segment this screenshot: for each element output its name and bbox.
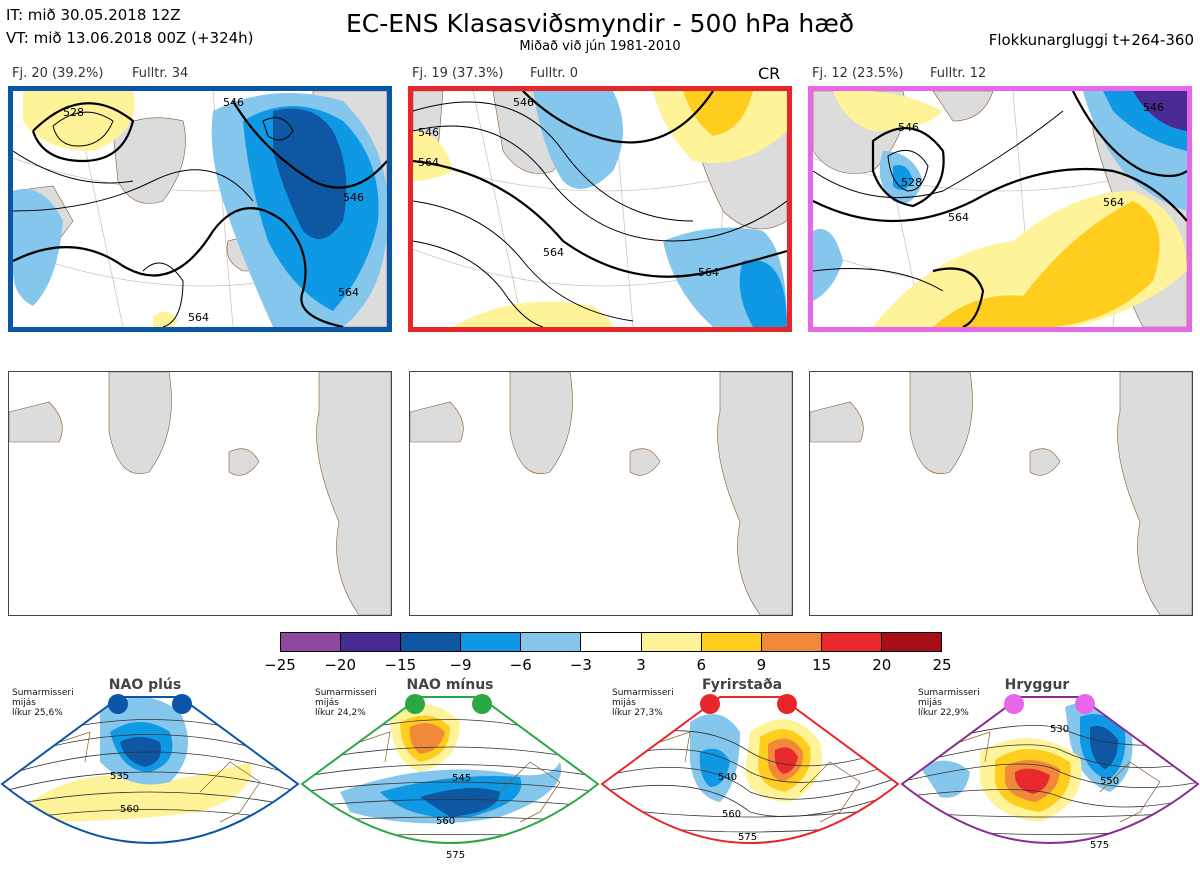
regime-dot xyxy=(108,694,128,714)
colorbar-swatch xyxy=(281,633,342,651)
cluster-3-rep: Fulltr. 12 xyxy=(930,66,987,81)
regime-probability: Sumarmisseri mijás líkur 25,6% xyxy=(12,688,74,718)
cluster-2-map: 546 564 564 564 546 xyxy=(408,86,792,332)
colorbar-tick-label: 20 xyxy=(872,656,892,674)
regime-name: Fyrirstaða xyxy=(701,677,783,693)
contour-label: 528 xyxy=(901,176,922,189)
colorbar-swatch xyxy=(461,633,522,651)
page-title: EC-ENS Klasasviðsmyndir - 500 hPa hæð xyxy=(345,9,855,38)
contour-label: 540 xyxy=(718,772,737,783)
colorbar-swatch xyxy=(821,633,882,651)
cluster-2-cr-tag: CR xyxy=(758,64,781,83)
anomaly-shading xyxy=(813,91,1187,327)
colorbar-tick-label: −20 xyxy=(324,656,356,674)
cluster-1-map: 528 546 564 546 564 xyxy=(8,86,392,332)
contour-label: 546 xyxy=(343,191,364,204)
contour-label: 564 xyxy=(948,211,969,224)
contour-label: 560 xyxy=(722,809,741,820)
contour-label: 546 xyxy=(513,96,534,109)
cluster-1-rep: Fulltr. 34 xyxy=(132,66,189,81)
contour-label: 560 xyxy=(120,804,139,815)
colorbar-swatch xyxy=(701,633,762,651)
classification-window: Flokkunargluggi t+264-360 xyxy=(988,31,1194,49)
contour-label: 530 xyxy=(1050,724,1069,735)
regime-dot xyxy=(472,694,492,714)
colorbar xyxy=(280,632,942,652)
regime-name: NAO mínus xyxy=(406,677,494,693)
colorbar-swatch xyxy=(341,633,402,651)
anomaly-shading xyxy=(413,91,787,327)
colorbar-tick-label: 6 xyxy=(696,656,707,674)
contour-label: 550 xyxy=(1100,776,1119,787)
contour-label: 564 xyxy=(1103,196,1124,209)
contour-label: 575 xyxy=(1090,840,1109,851)
contour-label: 535 xyxy=(110,771,129,782)
contour-label: 546 xyxy=(1143,101,1164,114)
cluster-2-count: Fj. 19 (37.3%) xyxy=(412,66,504,81)
contour-label: 564 xyxy=(698,266,719,279)
page-subtitle: Miðað við jún 1981-2010 xyxy=(519,39,681,54)
cluster-2-rep: Fulltr. 0 xyxy=(530,66,579,81)
regime-name: Hryggur xyxy=(1004,677,1070,693)
regime-dot xyxy=(405,694,425,714)
colorbar-tick-label: 9 xyxy=(756,656,767,674)
contour-label: 564 xyxy=(338,286,359,299)
colorbar-tick-label: −6 xyxy=(509,656,532,674)
regime-dot xyxy=(777,694,797,714)
colorbar-swatch xyxy=(521,633,582,651)
colorbar-swatch xyxy=(881,633,942,651)
regime-dot xyxy=(172,694,192,714)
regime-ridge: 530 550 575 Sumarmisseri mijás líkur 22,… xyxy=(900,672,1200,871)
contour-label: 545 xyxy=(452,773,471,784)
contour-label: 575 xyxy=(446,850,465,861)
contour-label: 546 xyxy=(898,121,919,134)
valid-time: VT: mið 13.06.2018 00Z (+324h) xyxy=(6,29,254,47)
contour-label: 528 xyxy=(63,106,84,119)
colorbar-swatch xyxy=(761,633,822,651)
regime-nao-minus: 545 560 575 Sumarmisseri mijás líkur 24,… xyxy=(300,672,600,871)
contour-label: 575 xyxy=(738,832,757,843)
empty-map-1 xyxy=(8,371,392,616)
colorbar-tick-label: −9 xyxy=(449,656,472,674)
contour-label: 564 xyxy=(418,156,439,169)
colorbar-tick-label: −25 xyxy=(264,656,296,674)
regime-probability: Sumarmisseri mijás líkur 22,9% xyxy=(918,688,980,718)
cluster-1-count: Fj. 20 (39.2%) xyxy=(12,66,104,81)
cluster-3-count: Fj. 12 (23.5%) xyxy=(812,66,904,81)
contour-label: 546 xyxy=(418,126,439,139)
contour-label: 560 xyxy=(436,816,455,827)
empty-map-2 xyxy=(409,371,793,616)
regime-name: NAO plús xyxy=(108,677,182,693)
colorbar-tick-label: −15 xyxy=(384,656,417,674)
colorbar-tick-label: 3 xyxy=(636,656,646,674)
contour-label: 546 xyxy=(223,96,244,109)
init-time: IT: mið 30.05.2018 12Z xyxy=(6,6,181,24)
colorbar-swatch xyxy=(641,633,702,651)
regime-probability: Sumarmisseri mijás líkur 27,3% xyxy=(612,688,674,718)
colorbar-tick-label: 15 xyxy=(812,656,832,674)
empty-map-3 xyxy=(809,371,1193,616)
contour-label: 564 xyxy=(543,246,564,259)
colorbar-tick-label: −3 xyxy=(569,656,592,674)
colorbar-swatch xyxy=(581,633,642,651)
regime-dot xyxy=(1004,694,1024,714)
cluster-3-map: 546 528 564 546 564 xyxy=(808,86,1192,332)
contour-label: 564 xyxy=(188,311,209,324)
regime-dot xyxy=(700,694,720,714)
regime-nao-plus: 535 560 Sumarmisseri mijás líkur 25,6% N… xyxy=(0,672,300,871)
regime-probability: Sumarmisseri mijás líkur 24,2% xyxy=(315,688,377,718)
regime-dot xyxy=(1075,694,1095,714)
regime-blocking: 540 560 575 Sumarmisseri mijás líkur 27,… xyxy=(600,672,900,871)
anomaly-shading xyxy=(13,91,387,327)
colorbar-swatch xyxy=(401,633,462,651)
colorbar-tick-label: 25 xyxy=(932,656,952,674)
